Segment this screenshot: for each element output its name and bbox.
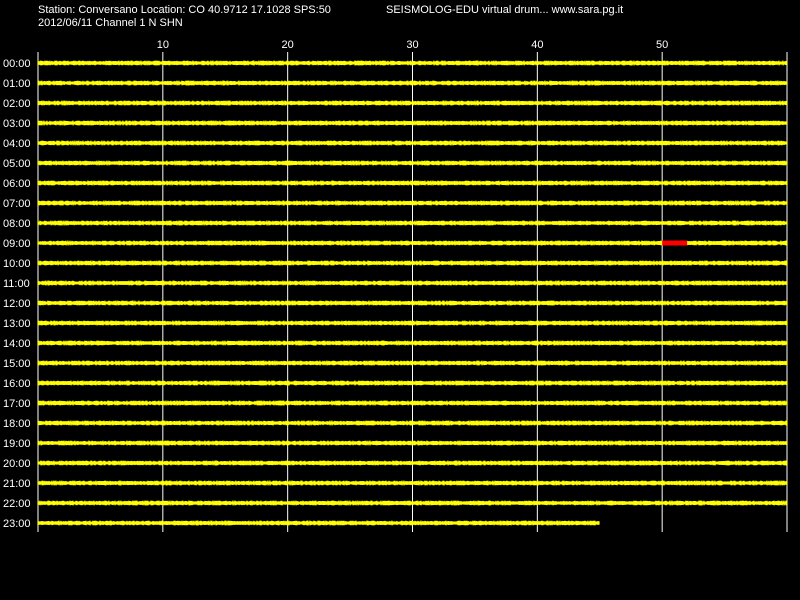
row-label: 06:00 (3, 178, 31, 190)
row-label: 09:00 (3, 238, 31, 250)
trace-2200 (37, 500, 788, 506)
row-label: 17:00 (3, 398, 31, 410)
row-label: 11:00 (3, 278, 30, 290)
x-tick-label: 50 (656, 39, 668, 51)
trace-0800 (37, 220, 788, 226)
row-label: 03:00 (3, 118, 31, 130)
row-label: 12:00 (3, 298, 31, 310)
trace-1500 (37, 360, 788, 366)
trace-0900 (37, 240, 788, 246)
row-label: 04:00 (3, 138, 31, 150)
trace-0300 (37, 120, 788, 126)
row-label: 14:00 (3, 338, 31, 350)
row-label: 19:00 (3, 438, 31, 450)
trace-0400 (37, 140, 788, 146)
date-channel-line: 2012/06/11 Channel 1 N SHN (38, 17, 183, 29)
row-label: 08:00 (3, 218, 31, 230)
row-label: 23:00 (3, 518, 31, 530)
trace-1400 (37, 340, 788, 346)
row-label: 22:00 (3, 498, 31, 510)
label-layer: 10 20 30 40 50 00:00 01:00 02:00 03:00 04:00 05:00… (3, 39, 668, 530)
trace-0100 (37, 80, 788, 86)
trace-0700 (37, 200, 788, 206)
trace-2300 (37, 520, 600, 526)
x-tick-label: 20 (282, 39, 294, 51)
row-label: 18:00 (3, 418, 31, 430)
trace-1800 (37, 420, 788, 426)
brand-line: SEISMOLOG-EDU virtual drum... www.sara.p… (386, 4, 624, 16)
row-label: 21:00 (3, 478, 31, 490)
trace-0600 (37, 180, 788, 186)
trace-1900 (37, 440, 788, 446)
x-tick-label: 10 (157, 39, 169, 51)
event-marker (662, 240, 688, 246)
trace-0500 (37, 160, 788, 166)
row-label: 07:00 (3, 198, 31, 210)
trace-1100 (37, 280, 788, 286)
trace-1200 (37, 300, 788, 306)
trace-2000 (37, 460, 788, 466)
row-label: 10:00 (3, 258, 31, 270)
row-label: 20:00 (3, 458, 31, 470)
row-label: 05:00 (3, 158, 31, 170)
row-label: 00:00 (3, 58, 31, 70)
grid-layer (37, 52, 788, 532)
row-label: 16:00 (3, 378, 31, 390)
trace-1700 (37, 400, 788, 406)
station-info: Station: Conversano Location: CO 40.9712… (38, 4, 331, 16)
trace-1600 (37, 380, 788, 386)
trace-1300 (37, 320, 788, 326)
row-label: 13:00 (3, 318, 31, 330)
row-label: 01:00 (3, 78, 31, 90)
trace-layer (37, 60, 788, 526)
row-label: 15:00 (3, 358, 31, 370)
x-tick-label: 30 (406, 39, 418, 51)
trace-1000 (37, 260, 788, 266)
trace-0000 (37, 60, 788, 66)
x-tick-label: 40 (531, 39, 543, 51)
trace-0200 (37, 100, 788, 106)
trace-2100 (37, 480, 788, 486)
row-label: 02:00 (3, 98, 31, 110)
